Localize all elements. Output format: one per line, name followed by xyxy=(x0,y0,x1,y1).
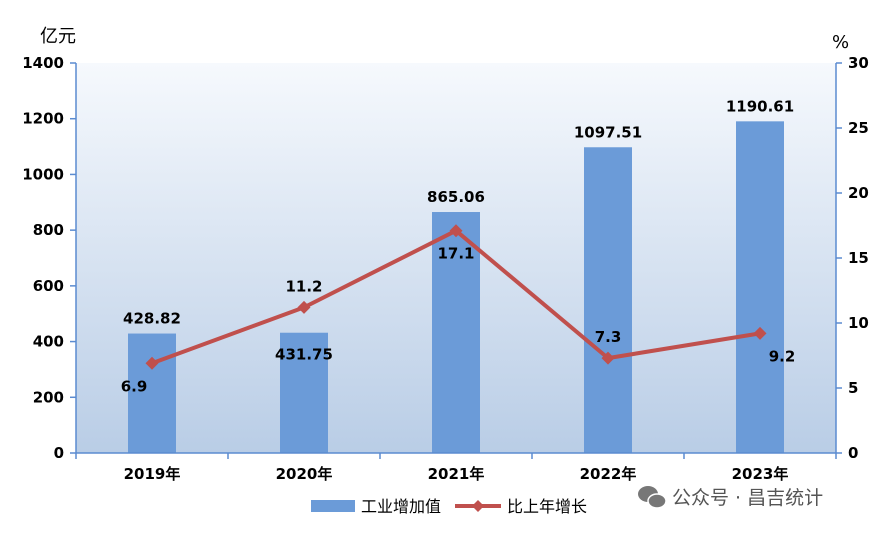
bar-2020年 xyxy=(280,332,328,453)
x-tick-label: 2022年 xyxy=(580,465,637,483)
growth-marker-2023年 xyxy=(753,326,767,340)
watermark-text: 公众号 · 昌吉统计 xyxy=(672,487,823,509)
x-tick-label: 2019年 xyxy=(124,465,181,483)
left-tick-label: 800 xyxy=(33,221,64,239)
bar-2022年 xyxy=(584,147,632,453)
line-value-label: 17.1 xyxy=(437,245,474,263)
growth-marker-2021年 xyxy=(449,224,463,238)
right-tick-label: 15 xyxy=(848,249,869,267)
bar-2023年 xyxy=(736,121,784,453)
right-tick-label: 30 xyxy=(848,54,869,72)
right-axis-unit: % xyxy=(832,32,849,53)
right-tick-label: 5 xyxy=(848,379,858,397)
bar-value-label: 1097.51 xyxy=(574,123,642,141)
bar-value-label: 865.06 xyxy=(427,188,485,206)
wechat-icon xyxy=(638,486,667,509)
growth-marker-2020年 xyxy=(297,300,311,314)
right-tick-label: 25 xyxy=(848,119,869,137)
left-tick-label: 200 xyxy=(33,388,64,406)
bar-value-label: 1190.61 xyxy=(726,97,794,115)
line-value-label: 6.9 xyxy=(121,377,148,395)
bar-2019年 xyxy=(128,333,176,453)
bar-2021年 xyxy=(432,212,480,453)
line-value-label: 11.2 xyxy=(285,277,322,295)
legend-line-marker xyxy=(472,500,484,512)
bar-value-label: 428.82 xyxy=(123,310,181,328)
left-tick-label: 1400 xyxy=(22,54,64,72)
left-tick-label: 400 xyxy=(33,333,64,351)
legend-bar-swatch xyxy=(311,500,355,512)
legend: 工业增加值 比上年增长 xyxy=(311,497,587,516)
bar-value-label: 431.75 xyxy=(275,346,333,364)
watermark: 公众号 · 昌吉统计 xyxy=(638,486,823,509)
left-tick-label: 600 xyxy=(33,277,64,295)
growth-marker-2022年 xyxy=(601,351,615,365)
x-tick-label: 2021年 xyxy=(428,465,485,483)
legend-bar-label: 工业增加值 xyxy=(361,497,441,516)
right-tick-label: 0 xyxy=(848,444,858,462)
line-value-label: 9.2 xyxy=(769,347,796,365)
x-tick-label: 2023年 xyxy=(732,465,789,483)
line-value-label: 7.3 xyxy=(595,328,622,346)
left-tick-label: 1000 xyxy=(22,165,64,183)
left-axis-unit: 亿元 xyxy=(40,26,76,47)
growth-marker-2019年 xyxy=(145,356,159,370)
left-tick-label: 1200 xyxy=(22,110,64,128)
legend-line-label: 比上年增长 xyxy=(507,497,587,516)
x-tick-label: 2020年 xyxy=(276,465,333,483)
left-tick-label: 0 xyxy=(54,444,64,462)
right-tick-label: 20 xyxy=(848,184,869,202)
right-tick-label: 10 xyxy=(848,314,869,332)
